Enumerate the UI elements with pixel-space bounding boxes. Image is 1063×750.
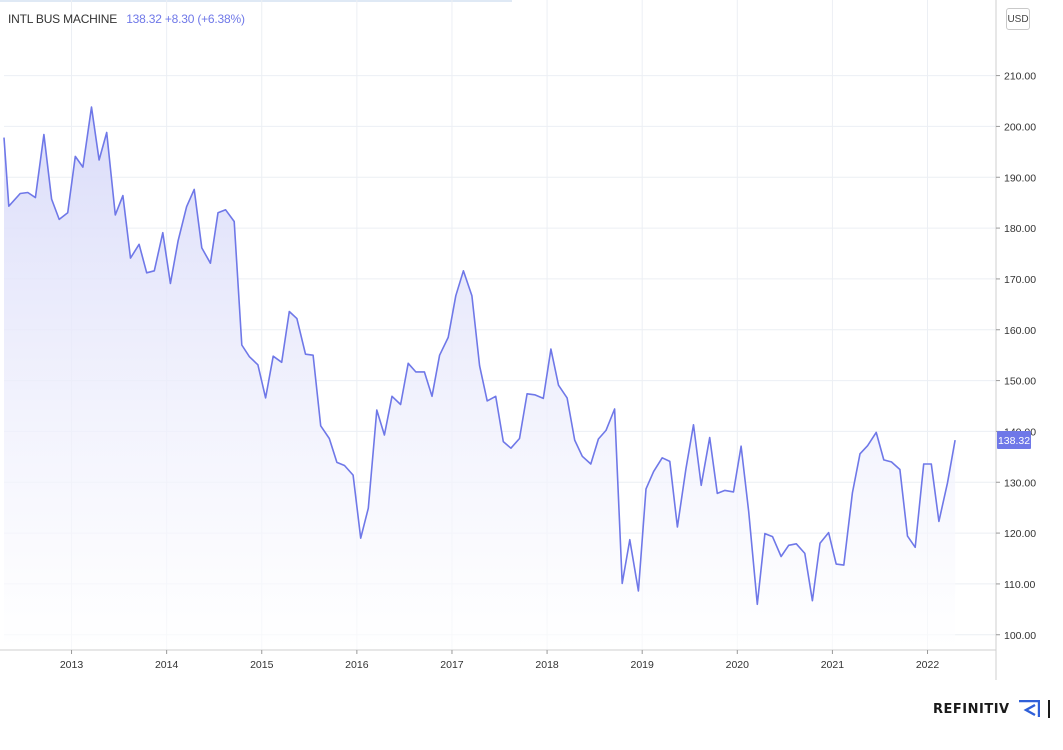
y-tick-label: 200.00 [1004,121,1036,133]
top-border-strip [0,0,512,2]
x-tick-label: 2015 [250,659,274,671]
brand-logo: REFINITIV [933,700,1050,718]
instrument-name: INTL BUS MACHINE [8,12,118,26]
x-tick-label: 2020 [726,659,750,671]
x-tick-label: 2022 [916,659,940,671]
chart-legend: INTL BUS MACHINE 138.32 +8.30 (+6.38%) [8,12,245,26]
x-tick-label: 2018 [535,659,559,671]
x-tick-label: 2019 [631,659,655,671]
last-price-marker: 138.32 [997,431,1031,450]
x-tick-label: 2016 [345,659,369,671]
brand-name: REFINITIV [933,701,1010,717]
price-change-values: 138.32 +8.30 (+6.38%) [126,12,245,26]
last-price-badge [997,431,1031,450]
y-tick-label: 160.00 [1004,325,1036,337]
series-area-fill [4,107,956,651]
y-tick-label: 180.00 [1004,223,1036,235]
x-tick-label: 2014 [155,659,179,671]
chart-axes [0,0,997,680]
x-tick-label: 2021 [821,659,845,671]
currency-button[interactable]: USD [1006,8,1030,30]
x-tick-label: 2017 [440,659,464,671]
y-tick-label: 150.00 [1004,376,1036,388]
refinitiv-logo-icon [1018,700,1040,717]
y-tick-label: 110.00 [1004,579,1035,591]
y-tick-label: 130.00 [1004,477,1036,489]
y-axis-ticks: 100.00110.00120.00130.00140.00150.00160.… [996,71,1036,642]
y-tick-label: 190.00 [1004,172,1036,184]
x-tick-label: 2013 [60,659,84,671]
y-tick-label: 120.00 [1004,528,1036,540]
chart-area-layer [3,106,956,651]
y-tick-label: 210.00 [1004,71,1036,83]
y-tick-label: 100.00 [1004,630,1036,642]
last-price-label: 138.32 [998,435,1030,447]
y-tick-label: 170.00 [1004,274,1036,286]
x-axis-ticks: 2013 2014 2015 2016 2017 2018 2019 2020 2021 2022 [60,650,940,671]
brand-divider [1047,700,1050,718]
